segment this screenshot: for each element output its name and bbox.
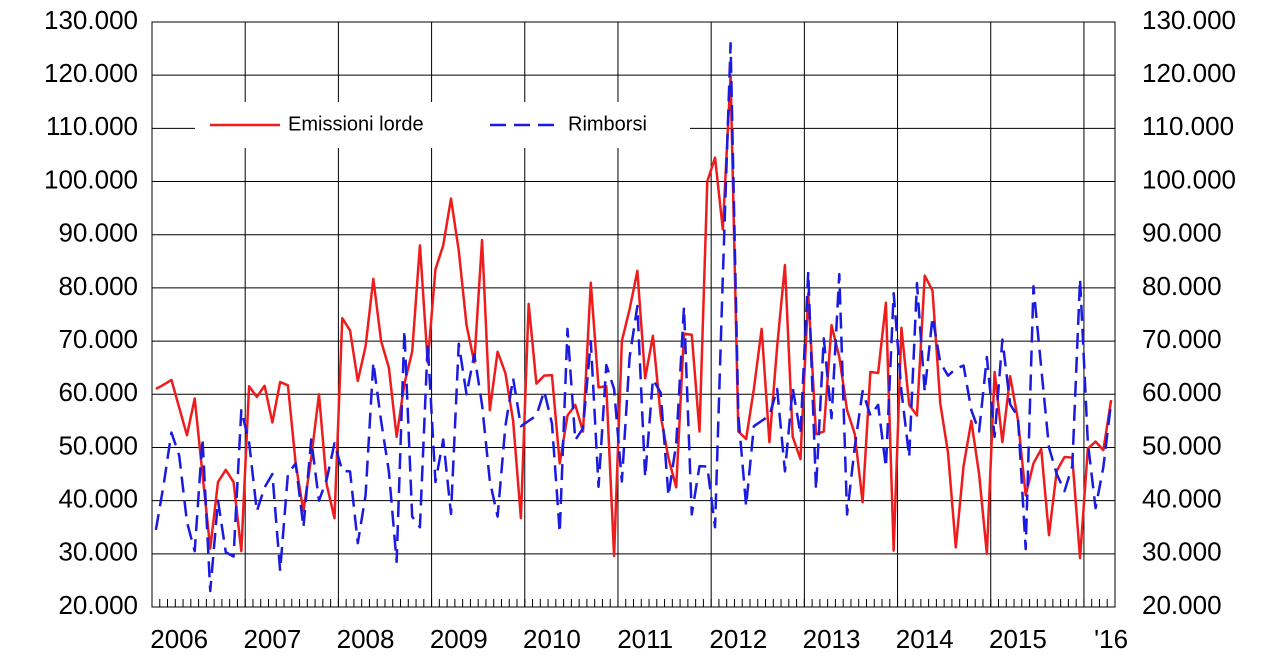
y2-tick-label: 20.000 [1142, 590, 1222, 620]
y-tick-label: 70.000 [58, 324, 138, 354]
y-tick-label: 20.000 [58, 590, 138, 620]
series-line [155, 73, 1113, 560]
y-tick-label: 90.000 [58, 218, 138, 248]
y-tick-label: 100.000 [44, 164, 138, 194]
plot-frame [151, 21, 1116, 608]
y2-tick-label: 80.000 [1142, 271, 1222, 301]
y2-tick-label: 70.000 [1142, 324, 1222, 354]
y-tick-label: 40.000 [58, 484, 138, 514]
y2-tick-label: 120.000 [1142, 58, 1236, 88]
series-line [154, 42, 1113, 593]
x-tick-label: 2012 [709, 624, 767, 654]
y-tick-label: 130.000 [44, 5, 138, 35]
x-tick-label: 2006 [150, 624, 208, 654]
legend-label: Emissioni lorde [288, 113, 424, 135]
x-tick-label: 2014 [896, 624, 954, 654]
legend-label: Rimborsi [568, 113, 647, 135]
x-tick-label: 2011 [617, 624, 673, 654]
x-tick-label: 2007 [243, 624, 301, 654]
x-tick-label: 2009 [430, 624, 488, 654]
x-tick-label: 2010 [523, 624, 581, 654]
y-tick-label: 120.000 [44, 58, 138, 88]
y-tick-label: 30.000 [58, 537, 138, 567]
x-tick-label: 2013 [803, 624, 861, 654]
y2-tick-label: 130.000 [1142, 5, 1236, 35]
y2-tick-label: 100.000 [1142, 164, 1236, 194]
y-tick-label: 50.000 [58, 430, 138, 460]
y2-tick-label: 90.000 [1142, 218, 1222, 248]
x-tick-label: 2008 [337, 624, 395, 654]
y2-tick-label: 50.000 [1142, 430, 1222, 460]
y2-tick-label: 60.000 [1142, 377, 1222, 407]
y-tick-label: 60.000 [58, 377, 138, 407]
y2-tick-label: 110.000 [1142, 111, 1234, 141]
x-tick-label: 2015 [989, 624, 1047, 654]
x-tick-label: '16 [1094, 624, 1128, 654]
y-tick-label: 110.000 [46, 111, 138, 141]
y2-tick-label: 30.000 [1142, 537, 1222, 567]
y-tick-label: 80.000 [58, 271, 138, 301]
y2-tick-label: 40.000 [1142, 484, 1222, 514]
